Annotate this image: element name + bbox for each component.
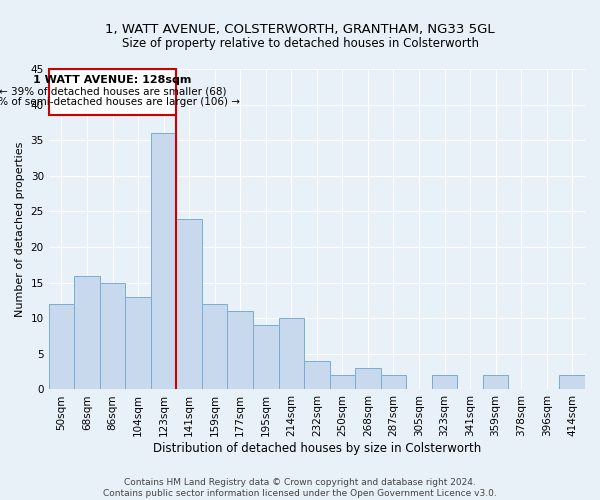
Bar [559, 375, 585, 390]
Y-axis label: Number of detached properties: Number of detached properties [15, 142, 25, 317]
Bar [483, 375, 508, 390]
Bar [49, 304, 74, 390]
Text: ← 39% of detached houses are smaller (68): ← 39% of detached houses are smaller (68… [0, 86, 226, 96]
Bar [253, 326, 278, 390]
Bar [176, 218, 202, 390]
Text: 1 WATT AVENUE: 128sqm: 1 WATT AVENUE: 128sqm [34, 74, 192, 85]
Bar [380, 375, 406, 390]
X-axis label: Distribution of detached houses by size in Colsterworth: Distribution of detached houses by size … [153, 442, 481, 455]
Bar [74, 276, 100, 390]
Bar [125, 297, 151, 390]
Text: 61% of semi-detached houses are larger (106) →: 61% of semi-detached houses are larger (… [0, 98, 240, 108]
Text: 1, WATT AVENUE, COLSTERWORTH, GRANTHAM, NG33 5GL: 1, WATT AVENUE, COLSTERWORTH, GRANTHAM, … [105, 22, 495, 36]
Bar [202, 304, 227, 390]
Bar [100, 282, 125, 390]
Bar [278, 318, 304, 390]
Bar [304, 361, 329, 390]
Bar [49, 69, 176, 116]
Bar [355, 368, 380, 390]
Bar [329, 375, 355, 390]
Text: Size of property relative to detached houses in Colsterworth: Size of property relative to detached ho… [121, 38, 479, 51]
Bar [432, 375, 457, 390]
Bar [227, 311, 253, 390]
Text: Contains HM Land Registry data © Crown copyright and database right 2024.
Contai: Contains HM Land Registry data © Crown c… [103, 478, 497, 498]
Bar [151, 133, 176, 390]
